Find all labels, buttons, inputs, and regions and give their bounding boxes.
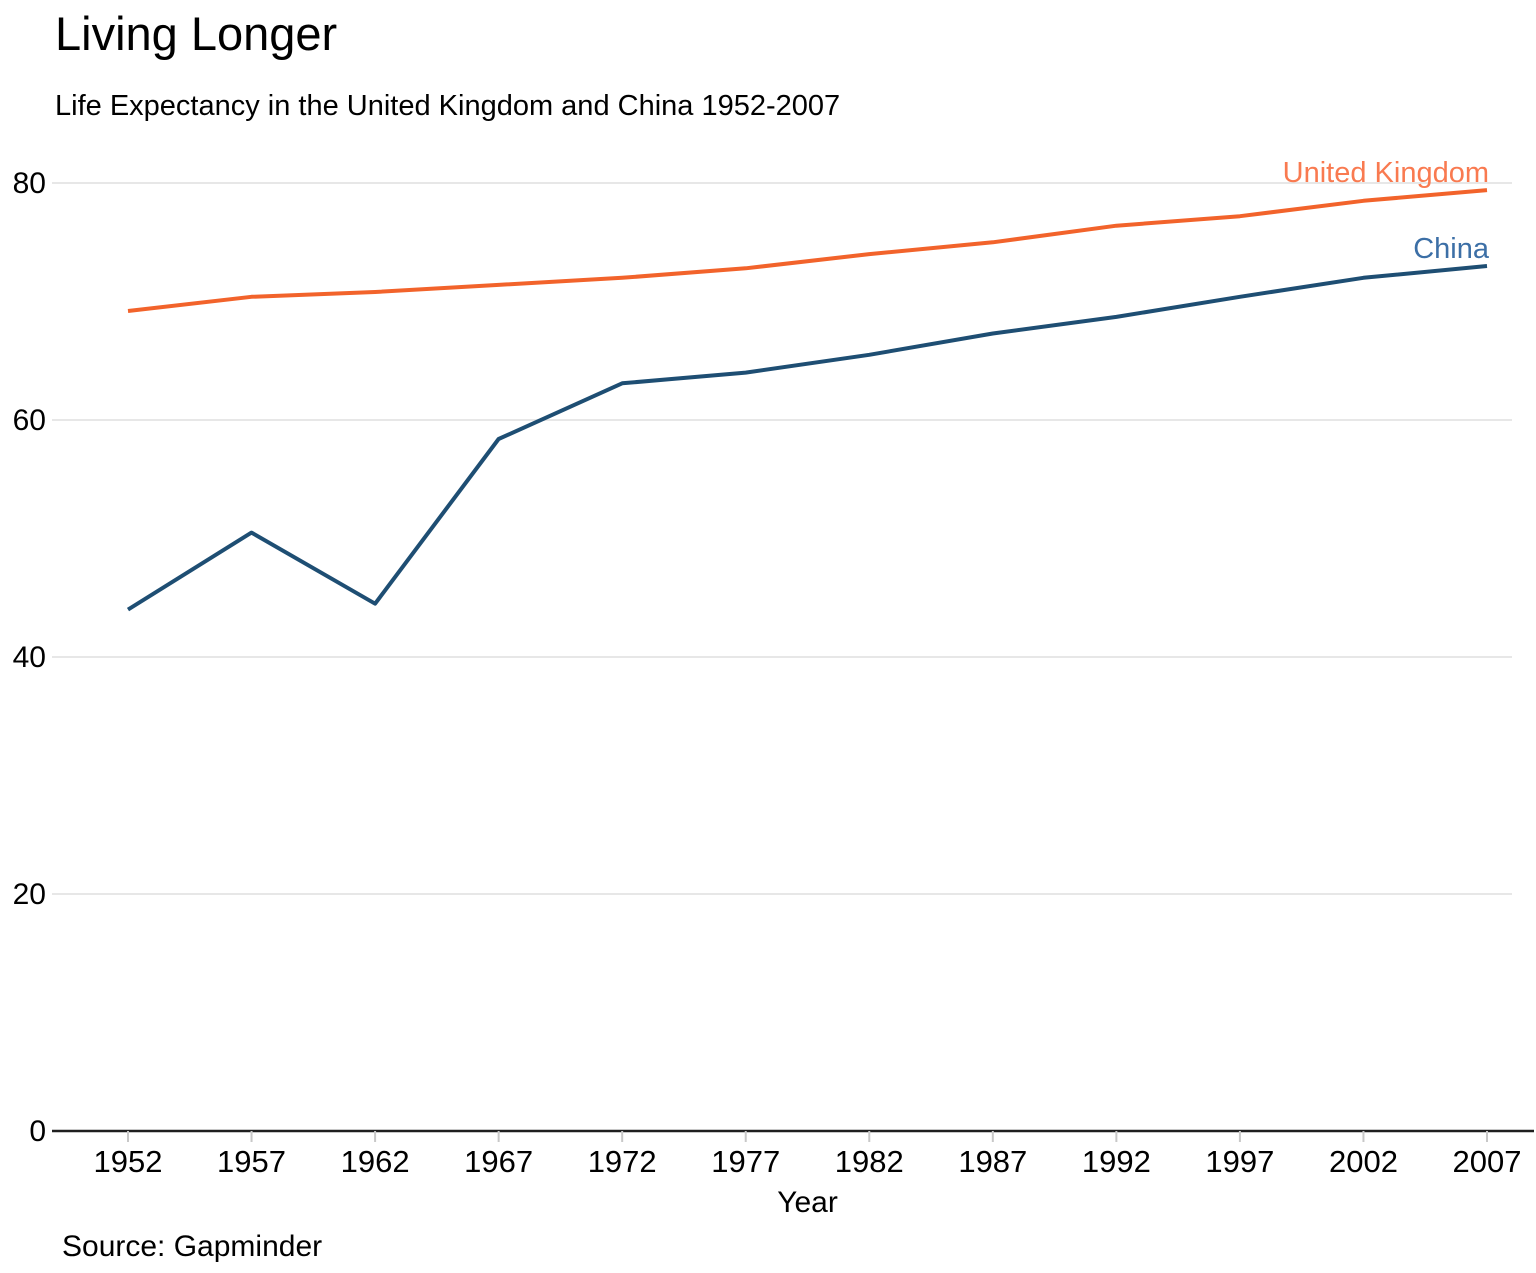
y-tick-label-80: 80	[13, 167, 46, 200]
chart-title: Living Longer	[55, 7, 338, 60]
chart-subtitle: Life Expectancy in the United Kingdom an…	[55, 90, 841, 122]
china-series-label: China	[1413, 233, 1490, 265]
x-tick-label-1962: 1962	[341, 1144, 410, 1179]
y-tick-label-60: 60	[13, 404, 46, 437]
united-kingdom-line	[127, 188, 1488, 313]
x-axis-title: Year	[777, 1186, 838, 1219]
y-tick-label-0: 0	[29, 1115, 46, 1148]
x-tick-label-1972: 1972	[588, 1144, 657, 1179]
y-tick-label-40: 40	[13, 641, 46, 674]
x-tick-label-1952: 1952	[94, 1144, 163, 1179]
x-tick-label-1977: 1977	[711, 1144, 780, 1179]
united-kingdom-series-label: United Kingdom	[1283, 157, 1489, 189]
x-tick-label-2007: 2007	[1453, 1144, 1522, 1179]
x-tick-label-1997: 1997	[1205, 1144, 1274, 1179]
x-tick-label-1982: 1982	[835, 1144, 904, 1179]
x-tick-label-1987: 1987	[958, 1144, 1027, 1179]
x-tick-label-2002: 2002	[1329, 1144, 1398, 1179]
x-tick-label-1992: 1992	[1082, 1144, 1151, 1179]
x-tick-label-1967: 1967	[464, 1144, 533, 1179]
x-tick-label-1957: 1957	[217, 1144, 286, 1179]
china-line	[126, 264, 1488, 612]
y-tick-label-20: 20	[13, 878, 46, 911]
source-note: Source: Gapminder	[62, 1230, 323, 1263]
